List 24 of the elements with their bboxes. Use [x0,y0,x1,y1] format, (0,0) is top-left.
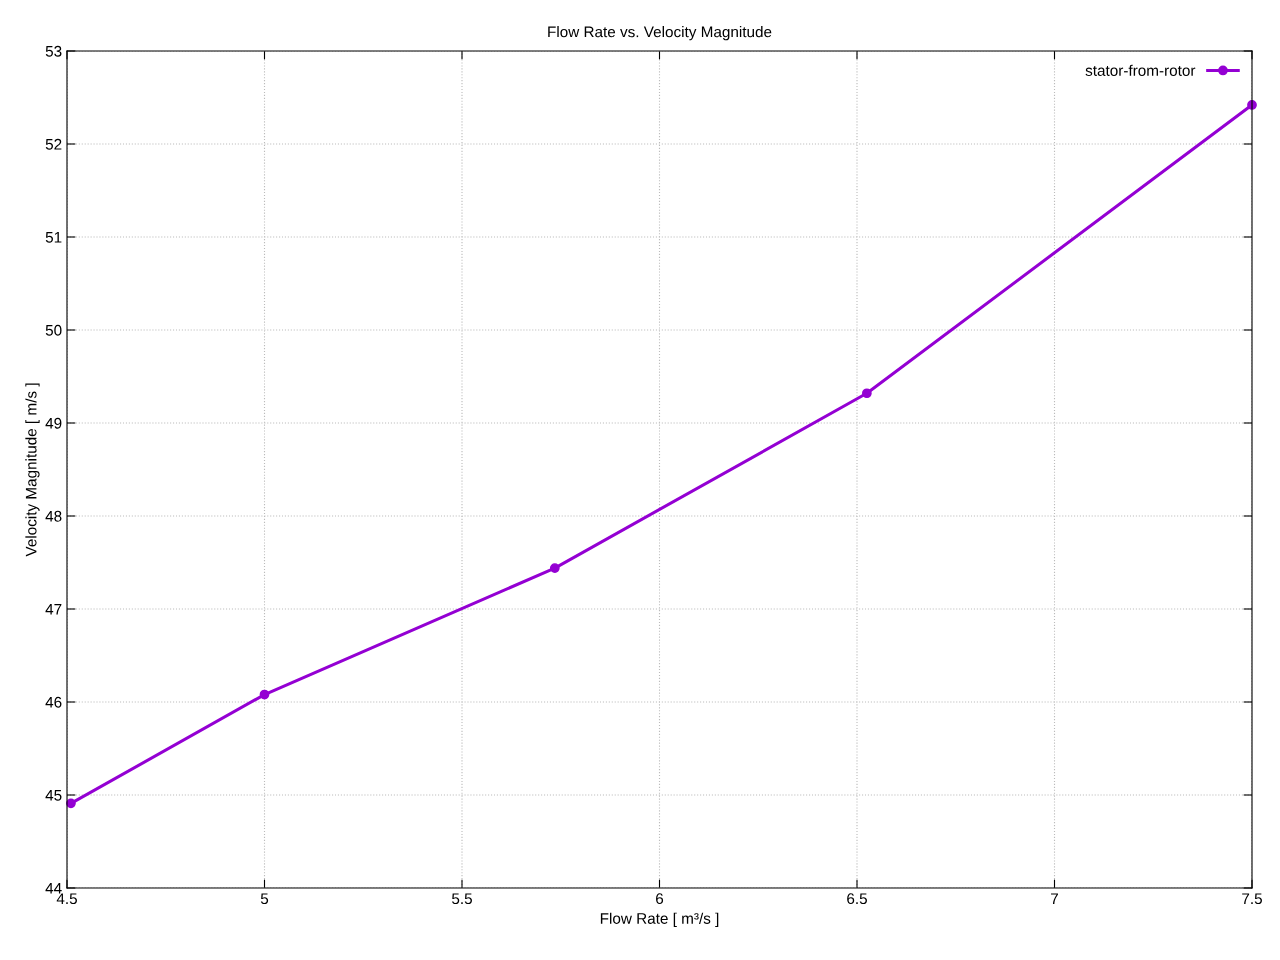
y-tick-label: 50 [45,324,62,336]
x-tick-label: 7.5 [1242,893,1262,905]
y-tick-label: 51 [45,232,62,243]
y-axis-title: Velocity Magnitude [ m/s ] [25,383,40,557]
chart-title: Flow Rate vs. Velocity Magnitude [548,26,772,41]
y-tick-label: 52 [45,138,62,150]
x-tick-label: 5 [260,893,269,905]
y-tick-label: 44 [45,883,62,894]
x-tick-label: 6.5 [847,893,867,905]
x-axis-title: Flow Rate [ m³/s ] [600,912,719,927]
legend-label: stator-from-rotor [1085,64,1196,76]
x-tick-label: 7 [1051,893,1058,904]
y-tick-label: 46 [45,696,62,708]
y-tick-label: 45 [45,790,62,801]
y-tick-label: 49 [45,417,62,429]
point [259,689,270,700]
point [862,388,872,399]
y-tick-label: 47 [45,604,62,615]
x-tick-label: 6 [656,893,664,905]
point [549,563,560,573]
y-tick-label: 53 [45,45,62,57]
y-tick-label: 48 [45,510,62,522]
x-tick-label: 4.5 [56,893,77,905]
x-tick-label: 5.5 [451,893,472,905]
